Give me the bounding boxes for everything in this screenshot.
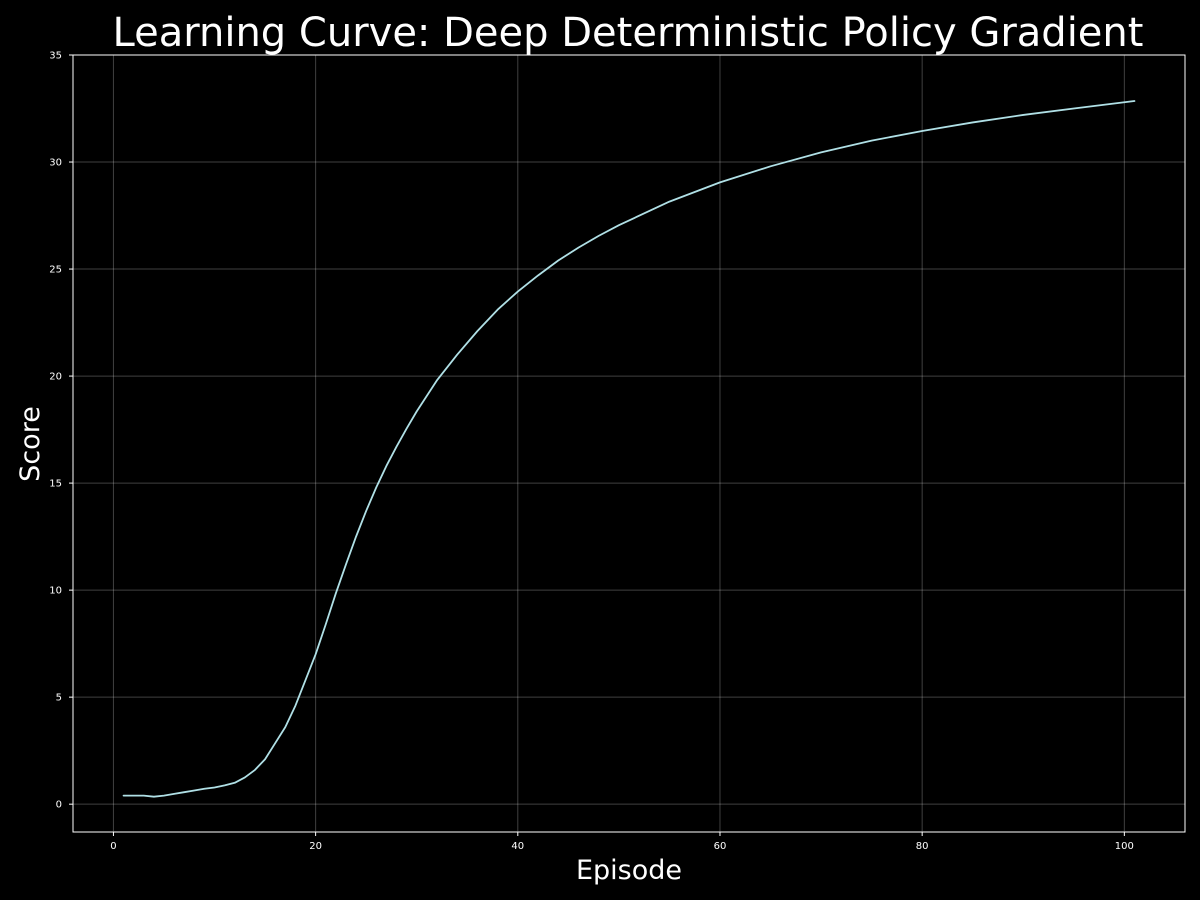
y-tick-label: 10 [49, 586, 62, 597]
x-axis-label: Episode [576, 855, 682, 886]
y-tick-label: 25 [49, 265, 62, 276]
series-line-1 [122, 100, 1136, 798]
y-axis-label: Score [15, 406, 46, 482]
y-tick-label: 15 [49, 479, 62, 490]
y-tick-label: 30 [49, 158, 62, 169]
y-tick-label: 0 [56, 800, 62, 811]
x-tick-label: 20 [309, 841, 322, 852]
y-tick-label: 5 [56, 693, 62, 704]
chart-title: Learning Curve: Deep Deterministic Polic… [113, 10, 1144, 56]
series [122, 100, 1136, 798]
x-tick-label: 60 [714, 841, 727, 852]
y-tick-label: 35 [49, 51, 62, 62]
ticks: 0 20 40 60 80 100 0 5 10 15 20 25 30 35 [49, 51, 1134, 853]
x-tick-label: 80 [916, 841, 929, 852]
x-tick-label: 40 [511, 841, 524, 852]
y-tick-label: 20 [49, 372, 62, 383]
x-tick-label: 0 [110, 841, 116, 852]
plot-area-frame [72, 54, 1186, 833]
x-tick-label: 100 [1115, 841, 1134, 852]
